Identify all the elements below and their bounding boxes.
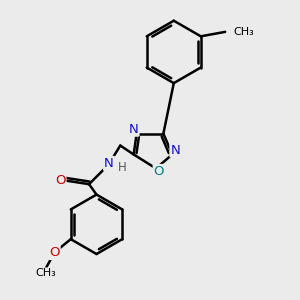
Text: H: H <box>118 161 127 174</box>
Text: O: O <box>49 246 60 259</box>
Text: CH₃: CH₃ <box>233 27 254 37</box>
Text: O: O <box>154 165 164 178</box>
Text: CH₃: CH₃ <box>35 268 56 278</box>
Text: N: N <box>170 143 180 157</box>
Text: O: O <box>55 174 65 187</box>
Text: N: N <box>129 123 139 136</box>
Text: N: N <box>104 157 114 170</box>
